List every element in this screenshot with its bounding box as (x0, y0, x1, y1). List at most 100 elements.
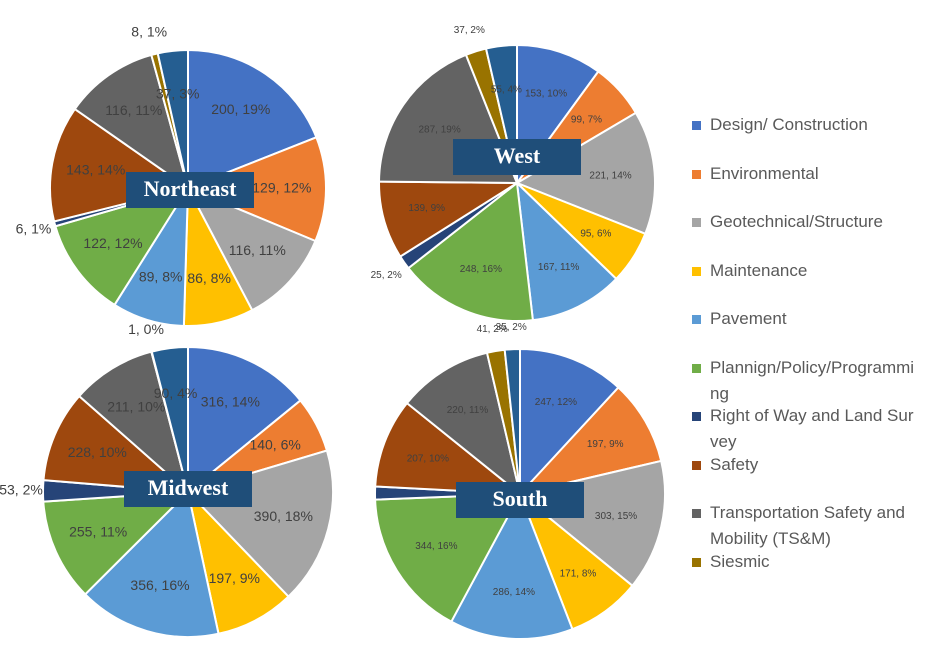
data-label: 140, 6% (249, 437, 300, 453)
data-label: 89, 8% (139, 268, 183, 284)
data-label: 129, 12% (252, 180, 311, 196)
data-label: 221, 14% (589, 170, 631, 181)
legend-swatch (692, 315, 701, 324)
legend-swatch (692, 169, 701, 179)
legend-swatch (692, 363, 701, 373)
legend-label: Pavement (710, 309, 787, 328)
data-label: 122, 12% (83, 235, 142, 251)
legend-item: Siesmic (690, 549, 920, 598)
data-label: 86, 8% (187, 270, 231, 286)
data-label: 171, 8% (560, 568, 597, 579)
data-label: 228, 10% (68, 444, 127, 460)
data-label: 153, 10% (525, 88, 567, 99)
pie-slice (449, 491, 574, 640)
legend-swatch (692, 460, 701, 470)
data-label: 287, 19% (418, 125, 460, 136)
data-label: 167, 11% (538, 262, 580, 273)
legend-item: Design/ Construction (690, 112, 920, 161)
legend-label: Siesmic (710, 551, 770, 571)
legend-label: Safety (710, 454, 759, 474)
legend-item: Geotechnical/Structure (690, 209, 920, 258)
data-label: 211, 10% (107, 399, 165, 415)
pie-slice (514, 111, 656, 236)
legend-swatch (692, 266, 701, 276)
data-label: 55, 4% (491, 84, 522, 95)
pie-title-box (456, 482, 584, 518)
data-label: 143, 14% (66, 162, 125, 178)
data-label: 303, 15% (595, 511, 637, 522)
data-label: 247, 12% (535, 397, 577, 408)
pie-title: West (494, 143, 541, 168)
pie-slice (517, 386, 663, 496)
data-label: 316, 14% (201, 394, 260, 410)
legend-label: Design/ Construction (710, 115, 868, 134)
data-label: 220, 11% (447, 405, 489, 416)
pie-slice (156, 48, 189, 189)
data-label: 139, 9% (408, 203, 445, 214)
legend-swatch (692, 509, 701, 518)
data-label: 207, 10% (407, 453, 449, 464)
pie-title-box (126, 172, 254, 208)
data-label: 344, 16% (415, 541, 457, 552)
pie-title-box (453, 139, 581, 175)
pie-slice (187, 48, 318, 190)
pie-slice (150, 345, 189, 493)
data-label: 390, 18% (254, 508, 313, 524)
legend-swatch (692, 121, 701, 130)
data-label: 37, 3% (156, 85, 200, 101)
pie-slice (83, 489, 220, 638)
data-label: 197, 9% (209, 570, 260, 586)
data-label: 25, 2% (371, 270, 402, 281)
pie-slice (519, 347, 620, 497)
legend-item: Safety (690, 452, 920, 501)
pie-title: South (492, 486, 547, 511)
data-label: 200, 19% (211, 101, 270, 117)
data-label: 356, 16% (130, 577, 189, 593)
pie-slice (77, 350, 190, 495)
legend-label: Right of Way and Land Survey (710, 406, 914, 451)
pie-slice (378, 180, 521, 258)
legend-swatch (692, 218, 701, 227)
legend-swatch (692, 557, 701, 567)
legend-label: Maintenance (710, 260, 808, 280)
pie-slice (503, 347, 521, 495)
pie-slice (406, 181, 534, 322)
pie-slice (185, 186, 317, 312)
pie-title-box (124, 471, 252, 507)
data-label: 41, 2% (477, 324, 508, 335)
data-label: 53, 2% (0, 481, 43, 497)
data-label: 286, 14% (493, 587, 535, 598)
legend-swatch (692, 412, 701, 421)
data-label: 37, 2% (454, 25, 485, 36)
legend-item: Plannign/Policy/Programming (690, 355, 920, 404)
data-label: 116, 11% (229, 242, 286, 258)
pie-slice (187, 345, 302, 495)
pie-slice (405, 351, 522, 497)
pie-slice (185, 135, 327, 243)
pie-title: Northeast (144, 176, 238, 201)
data-label: 95, 6% (580, 228, 611, 239)
data-label: 8, 1% (131, 23, 167, 39)
data-label: 197, 9% (587, 439, 624, 450)
legend-item: Environmental (690, 161, 920, 210)
pie-slice (42, 394, 191, 494)
legend-label: Environmental (710, 163, 819, 183)
pie-slice (42, 490, 191, 596)
pie-slice (374, 401, 524, 496)
data-label: 99, 7% (571, 115, 602, 126)
data-label: 90, 4% (154, 385, 198, 401)
pie-title: Midwest (148, 475, 229, 500)
legend-label: Geotechnical/Structure (710, 212, 883, 231)
pie-slice (374, 492, 522, 624)
legend-item: Right of Way and Land Survey (690, 403, 920, 452)
legend-label: Plannign/Policy/Programming (710, 357, 915, 403)
data-label: 116, 11% (105, 102, 162, 118)
data-label: 6, 1% (16, 220, 52, 236)
data-label: 248, 16% (460, 264, 502, 275)
pie-slice (515, 180, 618, 322)
legend-item: Transportation Safety and Mobility (TS&M… (690, 500, 920, 549)
legend: Design/ Construction Environmental Geotech… (690, 112, 920, 597)
data-label: 255, 11% (69, 523, 127, 539)
